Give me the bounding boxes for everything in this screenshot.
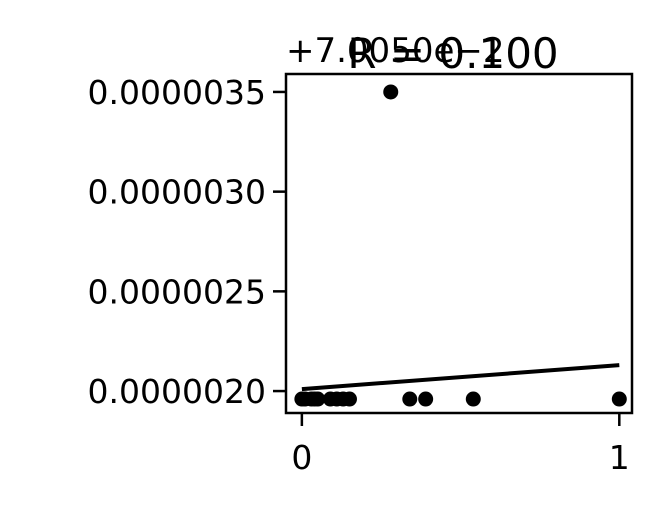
plot-marks — [294, 84, 627, 407]
data-point — [418, 391, 434, 407]
plot-frame — [284, 72, 634, 415]
y-tick-label: 0.0000020 — [88, 372, 266, 411]
offset-text: +7.0050e−2 — [286, 31, 505, 71]
regression-line — [301, 363, 620, 392]
chart-title: R = 0.100 — [347, 29, 558, 78]
data-point — [341, 391, 357, 407]
data-point — [383, 84, 399, 100]
data-point — [611, 391, 627, 407]
data-point — [465, 391, 481, 407]
y-axis: 0.0000020 0.0000025 0.0000030 0.0000035 — [88, 73, 286, 411]
y-tick-label: 0.0000025 — [88, 272, 266, 311]
data-point — [402, 391, 418, 407]
x-tick-label: 1 — [609, 438, 630, 477]
data-point — [310, 391, 326, 407]
x-tick-label: 0 — [291, 438, 312, 477]
y-tick-label: 0.0000030 — [88, 173, 266, 212]
y-tick-label: 0.0000035 — [88, 73, 266, 112]
